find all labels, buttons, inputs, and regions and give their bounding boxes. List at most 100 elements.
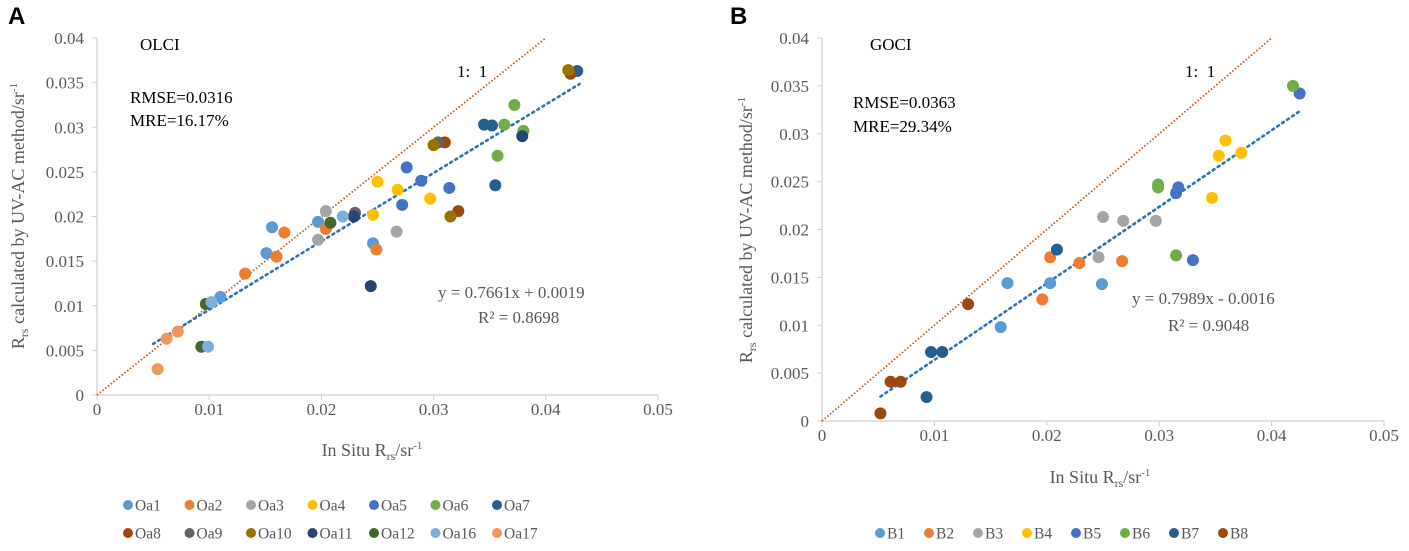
y-tick-label: 0.005 bbox=[46, 341, 84, 360]
data-point-oa6 bbox=[508, 98, 521, 111]
legend-label: Oa10 bbox=[258, 526, 292, 543]
legend-item-oa17: Oa17 bbox=[492, 526, 538, 543]
data-point-b8 bbox=[962, 298, 975, 311]
data-point-b2 bbox=[1116, 255, 1129, 268]
data-point-oa3 bbox=[312, 233, 325, 246]
data-point-oa5 bbox=[415, 174, 428, 187]
y-tick-label: 0.02 bbox=[779, 221, 809, 240]
panel-label-b: B bbox=[730, 3, 747, 30]
legend-marker bbox=[123, 500, 133, 510]
legend-item-b5: B5 bbox=[1071, 526, 1101, 543]
legend-label: B5 bbox=[1083, 526, 1101, 543]
legend-label: Oa17 bbox=[504, 526, 538, 543]
series-b3 bbox=[1092, 211, 1162, 264]
legend-item-b4: B4 bbox=[1022, 526, 1052, 543]
legend-label: Oa16 bbox=[443, 526, 477, 543]
x-tick-label: 0.04 bbox=[531, 400, 561, 419]
series-b5 bbox=[1170, 87, 1306, 267]
series-b6 bbox=[1152, 79, 1299, 262]
data-point-oa2 bbox=[239, 267, 252, 280]
legend-item-oa2: Oa2 bbox=[184, 498, 222, 515]
data-point-oa17 bbox=[151, 363, 164, 376]
data-point-oa4 bbox=[391, 183, 404, 196]
data-point-b1 bbox=[1001, 277, 1014, 290]
legend-label: Oa11 bbox=[320, 526, 353, 543]
y-tick-label: 0.03 bbox=[54, 118, 84, 137]
data-point-b8 bbox=[894, 375, 907, 388]
legend-marker bbox=[492, 528, 502, 538]
data-point-oa5 bbox=[443, 181, 456, 194]
legend-item-oa4: Oa4 bbox=[307, 498, 346, 515]
data-point-b1 bbox=[1095, 278, 1108, 291]
legend-marker bbox=[430, 528, 441, 538]
one-to-one-label: 1: 1 bbox=[1185, 62, 1215, 81]
legend-marker bbox=[246, 528, 256, 538]
legend-marker bbox=[246, 500, 256, 510]
x-tick-label: 0.01 bbox=[920, 426, 950, 445]
data-point-oa5 bbox=[400, 161, 413, 174]
legend-item-oa16: Oa16 bbox=[430, 526, 477, 543]
y-tick-label: 0 bbox=[801, 412, 810, 431]
legend-label: Oa3 bbox=[258, 498, 284, 515]
legend-label: Oa5 bbox=[381, 498, 407, 515]
panel-label-a: A bbox=[8, 3, 25, 30]
y-tick-label: 0.025 bbox=[46, 163, 84, 182]
legend-label: Oa12 bbox=[381, 526, 415, 543]
data-point-b5 bbox=[1186, 254, 1199, 267]
x-tick-label: 0 bbox=[93, 400, 102, 419]
y-tick-label: 0.035 bbox=[771, 77, 809, 96]
legend-marker bbox=[369, 500, 379, 510]
trend-equation: y = 0.7989x - 0.0016 bbox=[1132, 289, 1275, 308]
panel-b-goci: B GOCI RMSE=0.0363 MRE=29.34% 1: 1 y = 0… bbox=[730, 3, 1399, 543]
legend-label: B8 bbox=[1230, 526, 1248, 543]
r-squared: R² = 0.8698 bbox=[478, 308, 559, 327]
data-point-b2 bbox=[1036, 293, 1049, 306]
mre-label: MRE=16.17% bbox=[130, 111, 229, 130]
x-tick-label: 0.05 bbox=[1369, 426, 1399, 445]
legend-label: Oa9 bbox=[197, 526, 223, 543]
data-point-oa6 bbox=[491, 149, 504, 162]
mre-label: MRE=29.34% bbox=[853, 117, 952, 136]
legend-marker bbox=[369, 528, 379, 538]
series-b1 bbox=[994, 277, 1108, 334]
y-tick-label: 0.01 bbox=[779, 316, 809, 335]
legend-item-oa7: Oa7 bbox=[492, 498, 530, 515]
y-tick-label: 0.04 bbox=[54, 29, 84, 48]
data-point-oa11 bbox=[516, 130, 529, 143]
data-point-oa4 bbox=[424, 192, 437, 205]
legend-item-oa6: Oa6 bbox=[430, 498, 469, 515]
series-oa5 bbox=[396, 161, 456, 211]
rmse-label: RMSE=0.0316 bbox=[130, 88, 233, 107]
data-point-oa1 bbox=[260, 247, 273, 260]
series-oa10 bbox=[427, 64, 575, 223]
data-point-oa1 bbox=[312, 215, 325, 228]
y-axis-title: Rrs calculated by UV-AC method/sr-1 bbox=[8, 83, 31, 349]
data-point-oa11 bbox=[347, 210, 360, 223]
series-oa7 bbox=[478, 65, 584, 192]
x-tick-label: 0.03 bbox=[1144, 426, 1174, 445]
legend-marker bbox=[1169, 528, 1179, 538]
x-axis-title: In Situ Rrs/sr-1 bbox=[1050, 467, 1151, 490]
trend-equation: y = 0.7661x + 0.0019 bbox=[438, 283, 585, 302]
legend-marker bbox=[1022, 528, 1032, 538]
data-point-oa17 bbox=[171, 325, 184, 338]
data-point-oa1 bbox=[266, 221, 279, 234]
data-point-b4 bbox=[1235, 146, 1248, 159]
x-tick-label: 0 bbox=[818, 426, 827, 445]
legend-marker bbox=[1218, 528, 1228, 538]
x-axis-title: In Situ Rrs/sr-1 bbox=[322, 440, 423, 463]
data-point-oa4 bbox=[367, 208, 380, 221]
legend-label: B2 bbox=[936, 526, 954, 543]
legend-label: B7 bbox=[1181, 526, 1199, 543]
one-to-one-line bbox=[96, 37, 547, 396]
data-point-b3 bbox=[1149, 214, 1162, 227]
legend-item-b1: B1 bbox=[875, 526, 905, 543]
legend-marker bbox=[875, 528, 885, 538]
legend-item-oa3: Oa3 bbox=[246, 498, 284, 515]
x-tick-label: 0.01 bbox=[194, 400, 224, 419]
data-point-oa4 bbox=[371, 175, 384, 188]
data-point-oa16 bbox=[205, 296, 218, 309]
data-point-oa10 bbox=[427, 139, 440, 152]
trend-line bbox=[879, 109, 1301, 398]
